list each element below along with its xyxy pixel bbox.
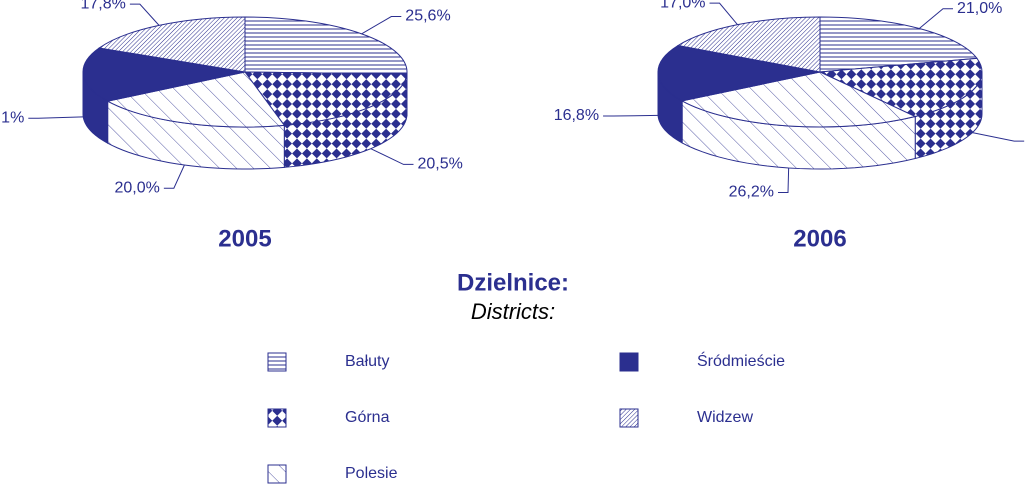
legend-title: Dzielnice: xyxy=(457,269,569,296)
data-label: 21,0% xyxy=(957,0,1002,17)
data-label: 17,0% xyxy=(660,0,705,11)
data-label: 17,8% xyxy=(81,0,126,12)
data-label: 16,8% xyxy=(554,107,599,124)
legend-swatch xyxy=(267,352,287,372)
legend-swatch xyxy=(619,352,639,372)
legend-label: Bałuty xyxy=(345,353,389,370)
leader-line xyxy=(777,167,790,193)
pie-title: 2005 xyxy=(218,225,271,252)
data-label: 20,0% xyxy=(114,179,159,196)
leader-line xyxy=(709,2,738,25)
legend-label: Górna xyxy=(345,409,390,426)
data-label: 25,6% xyxy=(405,8,450,25)
slice xyxy=(244,71,408,126)
data-label: 20,5% xyxy=(417,156,462,173)
slice xyxy=(819,16,978,73)
slice xyxy=(680,71,917,128)
data-label: 26,2% xyxy=(729,184,774,201)
leader-line xyxy=(370,148,414,165)
legend-swatch xyxy=(267,464,287,484)
legend-label: Polesie xyxy=(345,465,398,482)
leader-line xyxy=(28,116,84,119)
leader-line xyxy=(918,8,954,29)
leader-line xyxy=(129,3,160,26)
slice xyxy=(82,47,246,102)
leader-line xyxy=(972,132,1025,142)
legend-swatch xyxy=(267,408,287,428)
slice xyxy=(657,44,821,102)
data-label: 16,1% xyxy=(0,109,24,126)
legend-label: Widzew xyxy=(697,409,753,426)
leader-line xyxy=(361,16,402,35)
slice xyxy=(106,71,286,128)
slice xyxy=(818,57,983,118)
legend-swatch xyxy=(619,408,639,428)
leader-line xyxy=(603,114,659,117)
slice xyxy=(244,16,408,75)
legend-subtitle: Districts: xyxy=(471,299,555,324)
legend-label: Śródmieście xyxy=(697,351,785,370)
slice xyxy=(676,16,821,73)
leader-line xyxy=(163,164,185,189)
pie-title: 2006 xyxy=(793,225,846,252)
